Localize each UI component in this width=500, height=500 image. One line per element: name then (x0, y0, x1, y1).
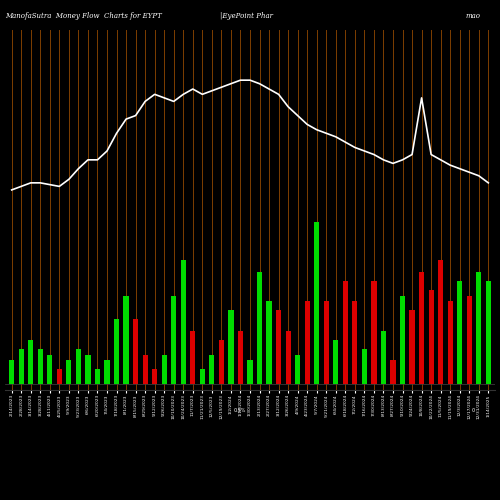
Bar (295, 354, 300, 384)
Bar (438, 260, 444, 384)
Bar (38, 348, 43, 384)
Bar (428, 290, 434, 384)
Bar (28, 340, 34, 384)
Bar (304, 302, 310, 384)
Bar (9, 360, 15, 384)
Bar (66, 360, 71, 384)
Bar (362, 348, 367, 384)
Bar (200, 370, 205, 384)
Bar (171, 296, 176, 384)
Bar (286, 331, 291, 384)
Bar (342, 281, 348, 384)
Text: 0: 0 (472, 408, 475, 412)
Bar (133, 319, 138, 384)
Bar (76, 348, 81, 384)
Bar (219, 340, 224, 384)
Bar (190, 331, 196, 384)
Text: 0.5%: 0.5% (234, 408, 246, 412)
Text: |EyePoint Phar: |EyePoint Phar (220, 12, 273, 20)
Bar (238, 331, 243, 384)
Bar (486, 281, 491, 384)
Bar (114, 319, 119, 384)
Bar (162, 354, 167, 384)
Bar (381, 331, 386, 384)
Bar (209, 354, 214, 384)
Bar (257, 272, 262, 384)
Bar (56, 370, 62, 384)
Bar (228, 310, 234, 384)
Bar (142, 354, 148, 384)
Bar (324, 302, 329, 384)
Bar (104, 360, 110, 384)
Text: mao: mao (465, 12, 480, 20)
Bar (410, 310, 414, 384)
Bar (400, 296, 405, 384)
Bar (390, 360, 396, 384)
Bar (466, 296, 472, 384)
Bar (457, 281, 462, 384)
Bar (248, 360, 252, 384)
Bar (333, 340, 338, 384)
Bar (352, 302, 358, 384)
Bar (86, 354, 90, 384)
Bar (372, 281, 376, 384)
Bar (448, 302, 453, 384)
Bar (124, 296, 128, 384)
Text: ManofaSutra  Money Flow  Charts for EYPT: ManofaSutra Money Flow Charts for EYPT (5, 12, 162, 20)
Bar (47, 354, 52, 384)
Bar (476, 272, 482, 384)
Bar (276, 310, 281, 384)
Bar (18, 348, 24, 384)
Bar (314, 222, 320, 384)
Bar (180, 260, 186, 384)
Bar (95, 370, 100, 384)
Bar (419, 272, 424, 384)
Bar (266, 302, 272, 384)
Bar (152, 370, 158, 384)
